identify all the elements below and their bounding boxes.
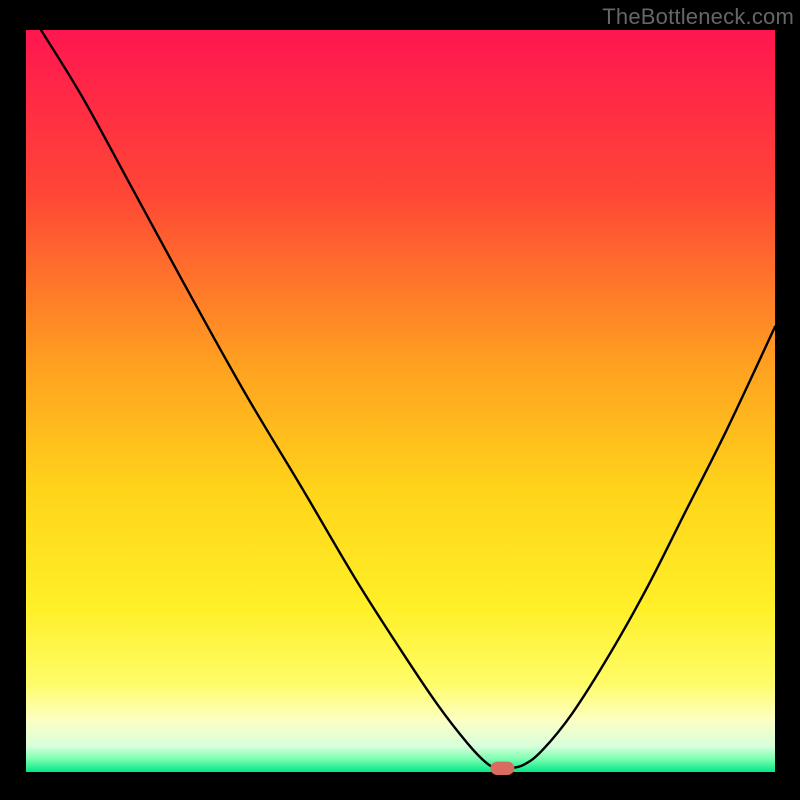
optimal-point-marker (490, 762, 514, 775)
bottleneck-chart (0, 0, 800, 800)
chart-background-gradient (26, 30, 775, 772)
chart-frame: TheBottleneck.com (0, 0, 800, 800)
